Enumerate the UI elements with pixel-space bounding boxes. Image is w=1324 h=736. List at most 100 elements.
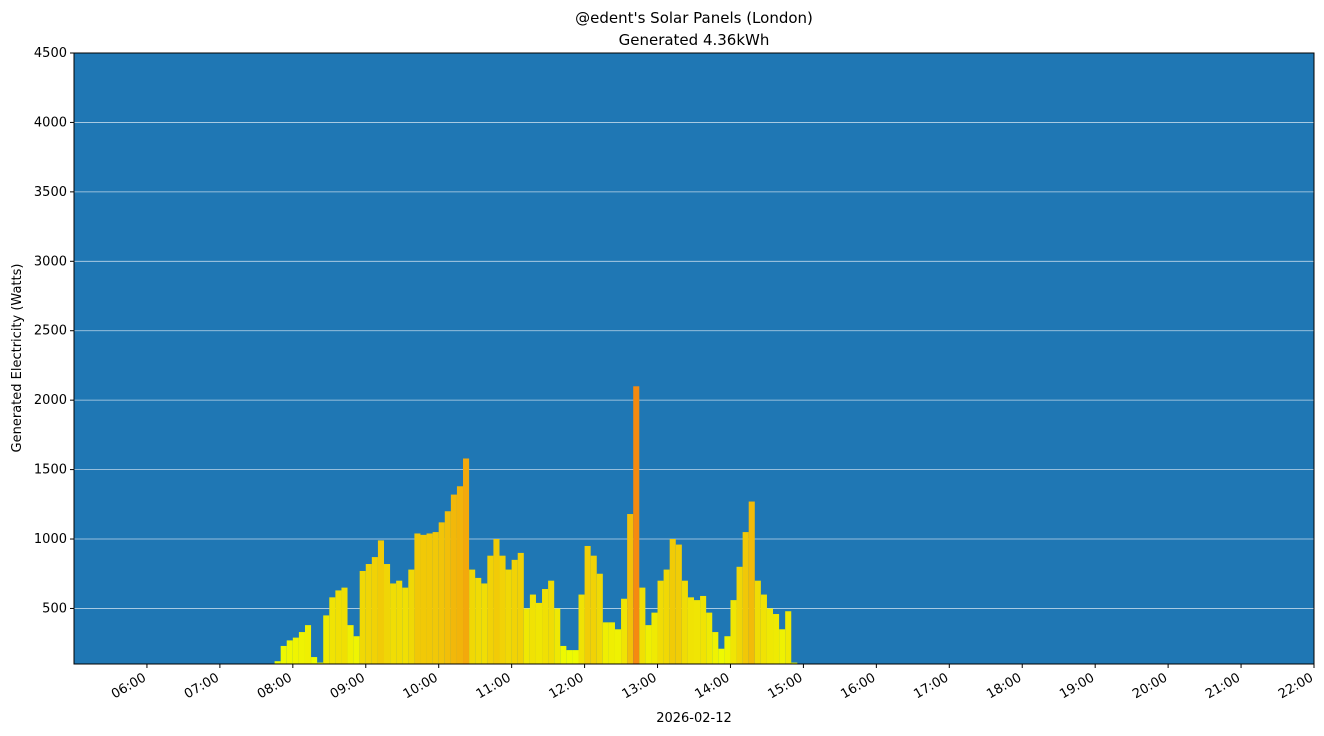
bar [627, 514, 634, 664]
x-tick-label: 22:00 [1276, 670, 1316, 702]
bar [657, 580, 664, 664]
bar [578, 594, 585, 664]
bar [371, 557, 378, 664]
bar [517, 552, 524, 664]
y-tick-label: 1000 [34, 532, 67, 547]
bar [742, 532, 749, 664]
bar [292, 637, 299, 664]
bar [614, 629, 622, 664]
bar [463, 458, 470, 664]
bar [359, 570, 366, 664]
bar [304, 625, 312, 664]
x-tick-label: 14:00 [693, 670, 733, 702]
x-tick-label: 21:00 [1203, 670, 1243, 702]
bar [286, 640, 293, 664]
bar [487, 555, 494, 664]
bar [608, 622, 615, 664]
bar [766, 608, 774, 664]
x-tick-label: 20:00 [1130, 670, 1170, 702]
bar [396, 580, 403, 664]
x-tick-label: 19:00 [1057, 670, 1097, 702]
bar [779, 629, 786, 664]
x-tick-label: 16:00 [838, 670, 878, 702]
x-tick-label: 17:00 [911, 670, 951, 702]
bar [323, 615, 330, 664]
bar [298, 632, 305, 664]
x-tick-label: 13:00 [620, 670, 660, 702]
bar [754, 580, 761, 664]
x-tick-label: 09:00 [328, 670, 368, 702]
x-tick-label: 06:00 [109, 670, 149, 702]
bar [377, 540, 384, 664]
y-tick-label: 3500 [34, 185, 67, 200]
bar [420, 534, 427, 664]
bar [456, 486, 464, 664]
y-tick-label: 500 [42, 601, 67, 616]
bar [493, 539, 500, 664]
bar [365, 564, 372, 664]
y-axis-label: Generated Electricity (Watts) [10, 264, 25, 453]
bar [274, 661, 281, 664]
bar [317, 662, 324, 664]
bar [700, 595, 707, 664]
bar [596, 573, 603, 664]
bar [548, 580, 555, 664]
bar [621, 598, 628, 664]
bar [523, 608, 530, 664]
bar [639, 587, 646, 664]
bar [444, 511, 451, 664]
plot-background [74, 53, 1314, 664]
bar [681, 580, 688, 664]
bar [560, 645, 567, 664]
bar [311, 657, 318, 664]
bar [450, 494, 457, 664]
bar [384, 564, 391, 664]
bar [687, 597, 694, 664]
bar [633, 386, 640, 664]
bar [529, 594, 536, 664]
bar [651, 612, 658, 664]
bar [602, 622, 609, 664]
bar [402, 587, 409, 664]
y-tick-label: 4000 [34, 115, 67, 130]
bar [505, 569, 512, 664]
bar [347, 625, 354, 664]
bar [791, 662, 798, 664]
x-tick-label: 07:00 [182, 670, 222, 702]
bar [706, 612, 713, 664]
bar [694, 600, 701, 664]
bar [669, 539, 676, 664]
x-tick-label: 10:00 [401, 670, 441, 702]
bar [584, 545, 591, 664]
bar [730, 600, 737, 664]
bar [341, 587, 348, 664]
bar [590, 555, 597, 664]
bar [724, 636, 731, 664]
bar [785, 611, 792, 664]
bar [499, 555, 506, 664]
y-tick-label: 1500 [34, 463, 67, 478]
bar [760, 594, 767, 664]
bar [554, 608, 561, 664]
bar [566, 650, 573, 664]
bar [736, 566, 743, 664]
y-tick-label: 2500 [34, 324, 67, 339]
x-tick-label: 08:00 [255, 670, 295, 702]
bar [481, 583, 488, 664]
bar [329, 597, 336, 664]
y-tick-label: 4500 [34, 46, 67, 61]
x-tick-label: 12:00 [547, 670, 587, 702]
bar [748, 501, 755, 664]
bar [718, 648, 725, 664]
bar [572, 650, 579, 664]
bar [390, 583, 397, 664]
bar [438, 522, 445, 664]
bar [542, 589, 549, 664]
bar [408, 569, 415, 664]
bar [712, 632, 719, 664]
plot-frame [73, 52, 1315, 665]
x-tick-label: 15:00 [765, 670, 805, 702]
bar [280, 645, 287, 664]
bar [675, 544, 682, 664]
